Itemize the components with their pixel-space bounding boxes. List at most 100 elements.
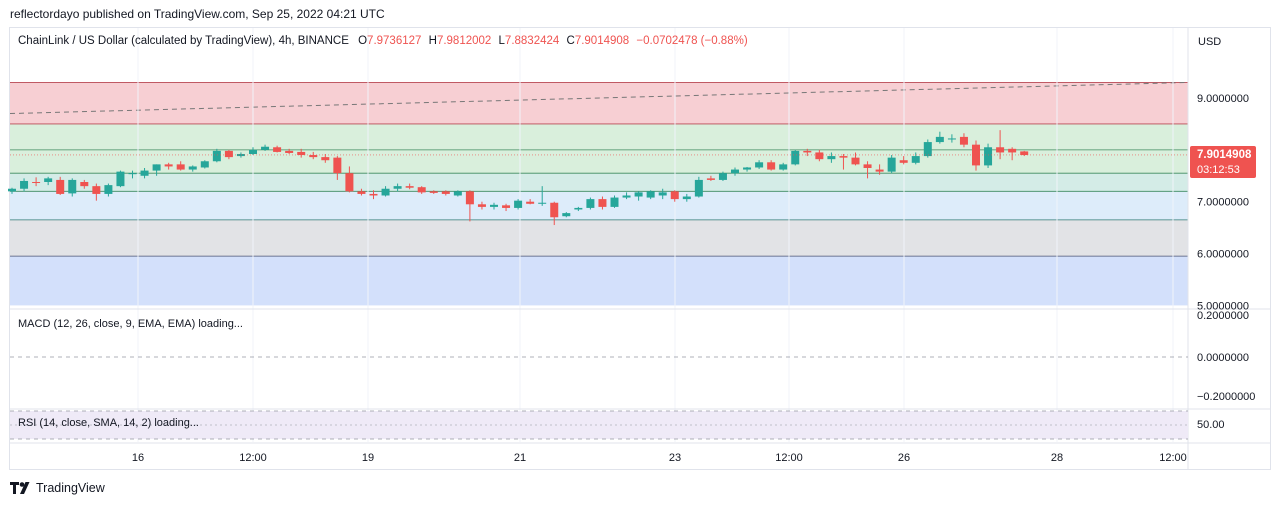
candle-body-29[interactable]: [357, 191, 366, 194]
change-value: −0.0702478 (−0.88%): [636, 35, 748, 47]
candle-body-54[interactable]: [658, 192, 667, 196]
candle-body-3[interactable]: [44, 178, 53, 182]
candle-body-69[interactable]: [839, 156, 848, 158]
candle-body-39[interactable]: [477, 204, 486, 207]
candle-body-64[interactable]: [779, 164, 788, 170]
candle-body-28[interactable]: [345, 173, 354, 192]
candle-body-73[interactable]: [887, 157, 896, 172]
candle-body-81[interactable]: [984, 147, 993, 166]
candle-body-24[interactable]: [297, 151, 306, 156]
candle-body-65[interactable]: [791, 150, 800, 165]
candle-body-0[interactable]: [8, 188, 16, 192]
symbol-title: ChainLink / US Dollar (calculated by Tra…: [18, 35, 349, 47]
candle-body-17[interactable]: [212, 150, 221, 162]
candle-body-78[interactable]: [947, 138, 956, 140]
candle-body-42[interactable]: [514, 200, 523, 208]
candle-body-72[interactable]: [875, 169, 884, 172]
candle-body-79[interactable]: [959, 136, 968, 145]
candle-body-16[interactable]: [200, 161, 209, 168]
candle-body-36[interactable]: [441, 191, 450, 194]
candle-body-22[interactable]: [273, 147, 282, 152]
candle-body-35[interactable]: [429, 191, 438, 193]
high-label: H: [428, 35, 437, 47]
candle-body-2[interactable]: [32, 182, 41, 183]
candle-body-47[interactable]: [574, 207, 583, 210]
candle-body-60[interactable]: [731, 169, 739, 174]
candle-body-13[interactable]: [164, 164, 173, 167]
candle-body-20[interactable]: [249, 149, 257, 154]
zone-band-1: [10, 123, 1188, 174]
time-label-3: 21: [514, 452, 526, 464]
candle-body-56[interactable]: [682, 196, 691, 200]
candle-body-82[interactable]: [996, 147, 1005, 153]
candle-body-18[interactable]: [224, 150, 233, 158]
candle-body-32[interactable]: [393, 186, 402, 189]
candle-body-26[interactable]: [321, 157, 330, 161]
candle-body-21[interactable]: [261, 146, 270, 150]
candle-body-63[interactable]: [767, 162, 776, 170]
candle-body-45[interactable]: [550, 202, 559, 218]
candle-body-8[interactable]: [104, 185, 113, 194]
candle-body-15[interactable]: [188, 166, 197, 170]
candle-body-34[interactable]: [417, 187, 426, 193]
candle-body-7[interactable]: [92, 186, 101, 194]
candle-body-43[interactable]: [526, 201, 535, 204]
candle-body-14[interactable]: [176, 164, 185, 170]
candle-body-37[interactable]: [453, 191, 462, 196]
candle-body-31[interactable]: [381, 188, 390, 196]
candle-body-44[interactable]: [538, 202, 547, 204]
candle-body-38[interactable]: [465, 191, 474, 205]
symbol-legend: ChainLink / US Dollar (calculated by Tra…: [18, 35, 748, 47]
candle-body-84[interactable]: [1020, 151, 1029, 156]
candle-body-25[interactable]: [309, 155, 318, 158]
candle-body-27[interactable]: [333, 157, 342, 174]
macd-label[interactable]: MACD (12, 26, close, 9, EMA, EMA) loadin…: [18, 318, 243, 330]
candle-body-61[interactable]: [743, 167, 752, 170]
candle-body-57[interactable]: [694, 179, 703, 197]
candle-body-48[interactable]: [586, 199, 595, 208]
price-tick-label-2: 7.0000000: [1197, 197, 1249, 209]
rsi-tick-label-0: 50.00: [1197, 419, 1225, 431]
candle-body-46[interactable]: [562, 213, 571, 217]
candle-body-10[interactable]: [128, 173, 137, 175]
candle-body-51[interactable]: [622, 195, 631, 198]
candle-body-5[interactable]: [68, 179, 77, 194]
candle-body-66[interactable]: [803, 150, 812, 153]
candle-body-23[interactable]: [285, 150, 294, 153]
candle-body-1[interactable]: [20, 180, 29, 189]
candle-body-77[interactable]: [935, 136, 944, 143]
candle-body-12[interactable]: [152, 164, 161, 171]
candle-body-71[interactable]: [863, 164, 872, 168]
candle-body-83[interactable]: [1008, 148, 1017, 153]
candle-body-40[interactable]: [490, 204, 498, 207]
macd-tick-label-1: 0.0000000: [1197, 352, 1249, 364]
rsi-label[interactable]: RSI (14, close, SMA, 14, 2) loading...: [18, 417, 199, 429]
candle-body-59[interactable]: [718, 173, 727, 180]
candle-body-70[interactable]: [851, 157, 860, 165]
candle-body-67[interactable]: [815, 152, 824, 160]
candle-body-75[interactable]: [911, 156, 920, 163]
candle-body-62[interactable]: [755, 162, 764, 168]
candle-body-49[interactable]: [598, 199, 607, 207]
candle-body-4[interactable]: [56, 179, 65, 194]
time-label-0: 16: [132, 452, 144, 464]
candle-body-74[interactable]: [899, 160, 908, 163]
candle-body-19[interactable]: [236, 154, 245, 157]
footer-brand[interactable]: TradingView: [10, 481, 105, 495]
candle-body-33[interactable]: [405, 186, 414, 188]
candle-body-52[interactable]: [634, 192, 643, 197]
candle-body-53[interactable]: [646, 191, 655, 198]
candle-body-68[interactable]: [827, 156, 836, 160]
candle-body-41[interactable]: [502, 205, 511, 208]
candle-body-58[interactable]: [706, 178, 715, 180]
candle-body-11[interactable]: [140, 170, 149, 176]
candle-body-30[interactable]: [369, 193, 378, 196]
candle-body-9[interactable]: [116, 171, 125, 187]
candle-body-76[interactable]: [923, 142, 932, 157]
time-label-2: 19: [362, 452, 374, 464]
candle-body-50[interactable]: [610, 197, 619, 207]
candle-body-6[interactable]: [80, 182, 89, 187]
candle-body-55[interactable]: [670, 191, 679, 200]
publisher-line: reflectordayo published on TradingView.c…: [10, 7, 385, 21]
